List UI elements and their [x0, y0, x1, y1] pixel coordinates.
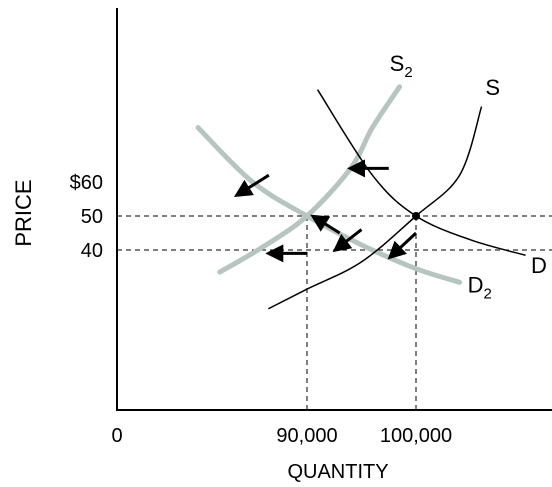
equilibrium-point-1	[412, 212, 420, 220]
curve-label-s: S	[485, 75, 500, 100]
x-tick-label-90000: 90,000	[276, 425, 337, 447]
curve-s2	[217, 84, 403, 275]
x-axis-label: QUANTITY	[287, 461, 388, 483]
x-tick-label-100000: 100,000	[380, 425, 452, 447]
tick-labels: $60 50 40 0 90,000 100,000	[70, 172, 453, 447]
curve-label-s2: S2	[390, 51, 413, 81]
curve-d2	[195, 125, 463, 285]
shift-arrow-5	[387, 231, 418, 260]
curve-label-d2: D2	[468, 272, 492, 302]
y-axis-label: PRICE	[11, 179, 36, 246]
shift-arrow-2	[233, 173, 270, 197]
y-tick-label-50: 50	[81, 206, 103, 228]
curve-s	[268, 106, 483, 310]
y-tick-label-40: 40	[81, 240, 103, 262]
shift-arrow-3	[310, 214, 341, 235]
equilibrium-points	[412, 212, 420, 220]
curve-label-d: D	[531, 253, 547, 278]
y-tick-label-60: $60	[70, 172, 103, 194]
shift-arrow-4	[332, 228, 363, 253]
x-tick-label-0: 0	[111, 425, 122, 447]
shift-arrows	[233, 159, 418, 263]
curve-labels: S D S2 D2	[390, 51, 547, 302]
